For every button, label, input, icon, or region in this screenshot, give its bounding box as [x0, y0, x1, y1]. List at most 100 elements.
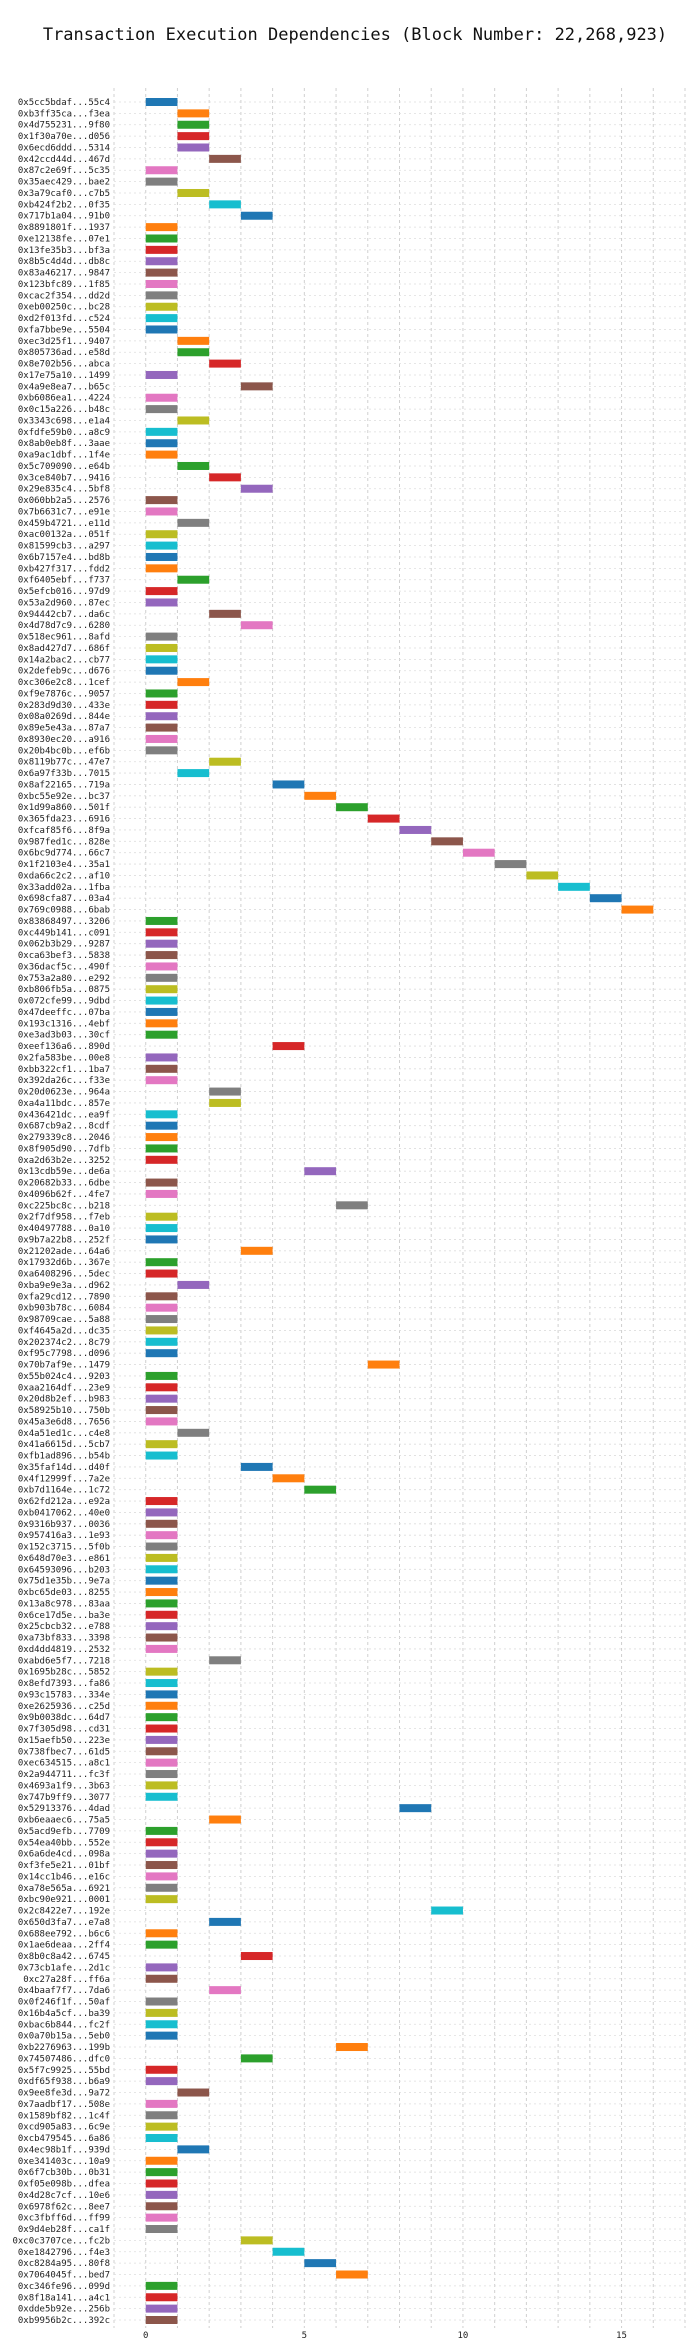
tx-hash-label: 0x83a46217...9847 — [18, 269, 110, 279]
tx-hash-label: 0x5acd9efb...7709 — [18, 1827, 110, 1837]
tx-bar — [145, 1531, 178, 1540]
tx-bar — [145, 177, 178, 186]
tx-bar — [177, 769, 210, 778]
tx-bar — [145, 2122, 178, 2131]
tx-bar — [145, 268, 178, 277]
tx-hash-label: 0x74507486...dfc0 — [18, 2054, 110, 2064]
tx-bar — [145, 98, 178, 106]
tx-hash-label: 0x8f905d90...7dfb — [18, 1144, 110, 1154]
tx-hash-label: 0x2f7df958...f7eb — [18, 1213, 110, 1223]
tx-hash-label: 0xf4645a2d...dc35 — [18, 1326, 110, 1336]
tx-bar — [240, 211, 273, 220]
tx-hash-label: 0x688ee792...b6c6 — [18, 1929, 110, 1939]
tx-bar — [145, 1997, 178, 2006]
tx-bar — [209, 1986, 241, 1995]
tx-hash-label: 0xc27a28f...ff6a — [23, 1975, 110, 1985]
tx-bar — [145, 1497, 178, 1506]
tx-bar — [145, 1679, 178, 1688]
tx-bar — [304, 791, 337, 800]
tx-bar — [145, 1178, 178, 1187]
tx-hash-label: 0x53a2d960...87ec — [18, 598, 110, 608]
tx-bar — [240, 484, 273, 493]
tx-hash-label: 0x5f7c9925...55bd — [18, 2066, 110, 2076]
tx-bar — [209, 359, 241, 368]
tx-hash-label: 0xe3ad3b03...30cf — [18, 1031, 110, 1041]
tx-hash-label: 0x7b6631c7...e91e — [18, 507, 110, 517]
tx-bar — [209, 473, 241, 482]
tx-bar — [304, 1485, 337, 1494]
tx-hash-label: 0x14a2bac2...cb77 — [18, 655, 110, 665]
tx-bar — [145, 325, 178, 334]
tx-bar — [209, 154, 241, 163]
tx-hash-label: 0x8ad427d7...686f — [18, 644, 110, 654]
tx-bar — [558, 882, 590, 891]
tx-bar — [177, 2088, 210, 2097]
tx-hash-label: 0x20682b33...6dbe — [18, 1179, 110, 1189]
tx-hash-label: 0xe1842796...f4e3 — [18, 2248, 110, 2258]
tx-bar — [145, 1133, 178, 1142]
tx-hash-label: 0x6f7cb30b...0b31 — [18, 2168, 110, 2178]
tx-hash-label: 0x459b4721...e11d — [18, 519, 110, 529]
tx-hash-label: 0x060bb2a5...2576 — [18, 496, 110, 506]
tx-hash-label: 0x81599cb3...a297 — [18, 542, 110, 552]
tx-hash-label: 0x9316b937...0036 — [18, 1520, 110, 1530]
tx-hash-label: 0x1f30a70e...d056 — [18, 132, 110, 142]
tx-hash-label: 0xa2d63b2e...3252 — [18, 1156, 110, 1166]
tx-bar — [145, 1792, 178, 1801]
tx-hash-label: 0x17932d6b...367e — [18, 1258, 110, 1268]
tx-hash-label: 0x35aec429...bae2 — [18, 178, 110, 188]
tx-hash-label: 0x45a3e6d8...7656 — [18, 1417, 110, 1427]
tx-hash-label: 0x1695b28c...5852 — [18, 1668, 110, 1678]
tx-bar — [145, 2111, 178, 2120]
tx-hash-label: 0xbc55e92e...bc37 — [18, 792, 110, 802]
tx-bar — [145, 2304, 178, 2313]
tx-hash-label: 0x717b1a04...91b0 — [18, 212, 110, 222]
tx-bar — [145, 1303, 178, 1312]
tx-bar — [145, 1212, 178, 1221]
tx-bar — [145, 496, 178, 505]
tx-bar — [177, 678, 210, 687]
tx-bar — [145, 1019, 178, 1028]
tx-hash-label: 0xda66c2c2...af10 — [18, 871, 110, 881]
tx-hash-label: 0x41a6615d...5cb7 — [18, 1440, 110, 1450]
tx-bar — [145, 2008, 178, 2017]
tx-bar — [145, 666, 178, 675]
tx-bar — [145, 1235, 178, 1244]
tx-bar — [145, 405, 178, 414]
tx-bar — [145, 1735, 178, 1744]
tx-hash-label: 0x9ee8fe3d...9a72 — [18, 2089, 110, 2099]
tx-bar — [145, 643, 178, 652]
tx-bar — [209, 757, 241, 766]
tx-bar — [145, 1826, 178, 1835]
tx-hash-label: 0xa4a11bdc...857e — [18, 1099, 110, 1109]
tx-hash-label: 0x1ae6deaa...2ff4 — [18, 1941, 110, 1951]
tx-bar — [145, 1451, 178, 1460]
tx-hash-label: 0xb806fb5a...0875 — [18, 985, 110, 995]
tx-hash-label: 0x8ab0eb8f...3aae — [18, 439, 110, 449]
tx-hash-label: 0x152c3715...5f0b — [18, 1543, 110, 1553]
tx-hash-label: 0x738fbec7...61d5 — [18, 1747, 110, 1757]
tx-hash-label: 0x648d70e3...e861 — [18, 1554, 110, 1564]
tx-bar — [145, 507, 178, 516]
tx-hash-label: 0x687cb9a2...8cdf — [18, 1122, 110, 1132]
tx-hash-label: 0xf95c7798...d096 — [18, 1349, 110, 1359]
tx-bar — [145, 2099, 178, 2108]
tx-hash-label: 0xcd905a83...6c9e — [18, 2123, 110, 2133]
tx-hash-label: 0x64593096...b203 — [18, 1565, 110, 1575]
tx-hash-label: 0x698cfa87...03a4 — [18, 894, 110, 904]
x-tick-label: 15 — [616, 2331, 627, 2341]
tx-bar — [145, 1565, 178, 1574]
tx-hash-label: 0xd2f013fd...c524 — [18, 314, 110, 324]
tx-hash-label: 0x193c1316...4ebf — [18, 1019, 110, 1029]
tx-hash-label: 0x4693a1f9...3b63 — [18, 1781, 110, 1791]
tx-hash-label: 0xc306e2c8...1cef — [18, 678, 110, 688]
tx-hash-label: 0x15aefb50...223e — [18, 1736, 110, 1746]
x-tick-label: 5 — [302, 2331, 307, 2341]
tx-bar — [145, 1371, 178, 1380]
tx-bar — [145, 2316, 178, 2324]
tx-hash-label: 0xc449b141...c091 — [18, 928, 110, 938]
tx-hash-label: 0x33add02a...1fba — [18, 883, 110, 893]
tx-bar — [145, 279, 178, 288]
tx-hash-label: 0xbc65de03...8255 — [18, 1588, 110, 1598]
tx-hash-label: 0xfa29cd12...7890 — [18, 1292, 110, 1302]
